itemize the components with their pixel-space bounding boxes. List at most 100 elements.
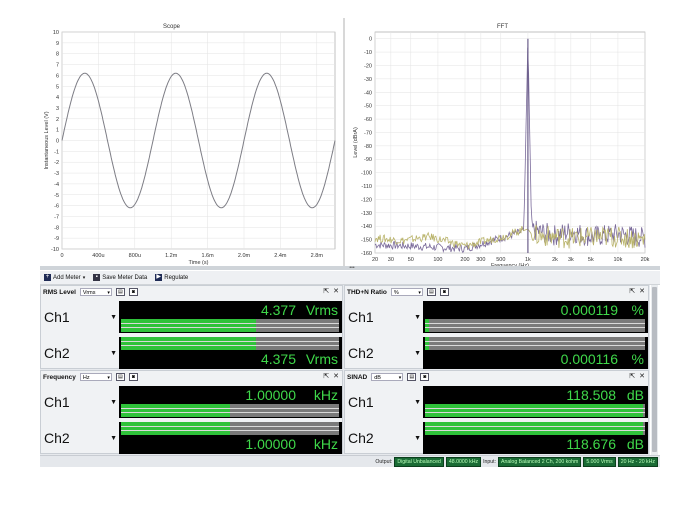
fft-ytick-label: -30 <box>364 77 372 83</box>
scope-ytick-label: 10 <box>53 30 59 36</box>
meter-header: SINAD dB ▤ ◙ ⇱✕ <box>345 371 648 383</box>
meter-settings-icon[interactable]: ◙ <box>420 373 430 381</box>
fft-graph[interactable]: FFT 0 -10 -20 -30 -40 -50 -60 -70 -80 -90 -100 -110… <box>345 18 660 270</box>
meter-options-icon[interactable]: ▤ <box>115 373 125 381</box>
fft-xtick-label: 2k <box>552 257 558 263</box>
meter-settings-icon[interactable]: ◙ <box>128 288 138 296</box>
level-bar <box>425 337 645 350</box>
save-meter-data-button[interactable]: ▪ Save Meter Data <box>91 274 149 281</box>
popout-icon[interactable]: ⇱ <box>629 288 636 295</box>
meter-settings-icon[interactable]: ◙ <box>439 288 449 296</box>
scope-ytick-label: 9 <box>56 41 59 47</box>
scope-xtick-label: 2.0m <box>238 253 251 259</box>
fft-title: FFT <box>497 24 508 30</box>
meter-title: Frequency <box>43 373 76 381</box>
channel-select[interactable]: Ch2 ▼ <box>345 421 423 455</box>
channel-select[interactable]: Ch1 ▼ <box>41 300 119 334</box>
fft-ytick-label: -100 <box>361 171 372 177</box>
meter-unit: dB <box>626 436 644 452</box>
fft-ytick-label: -120 <box>361 197 372 203</box>
fft-yaxis-label: Level (dBrA) <box>353 127 359 158</box>
input-value[interactable]: Analog Balanced 2 Ch, 200 kohm <box>498 456 582 467</box>
readout: 0.000116 % <box>561 351 648 367</box>
regulate-button[interactable]: ▶ Regulate <box>153 274 190 281</box>
fft-ytick-label: -60 <box>364 117 372 123</box>
popout-icon[interactable]: ⇱ <box>323 373 330 380</box>
popout-icon[interactable]: ⇱ <box>323 288 330 295</box>
meter-unit: dB <box>626 387 644 403</box>
fft-ytick-label: -140 <box>361 224 372 230</box>
scope-ytick-label: -6 <box>54 204 59 210</box>
channel-select[interactable]: Ch2 ▼ <box>41 421 119 455</box>
fft-ytick-label: -150 <box>361 238 372 244</box>
meter-display: 1.00000 kHz <box>119 386 342 418</box>
level-bar <box>121 337 339 350</box>
meter-header: Frequency Hz ▤ ◙ ⇱✕ <box>41 371 342 383</box>
unit-select[interactable]: % <box>390 288 423 297</box>
fft-ytick-label: -10 <box>364 50 372 56</box>
close-icon[interactable]: ✕ <box>333 288 339 295</box>
chevron-down-icon: ▼ <box>110 349 117 357</box>
readout: 4.377 Vrms <box>261 302 342 318</box>
scope-ytick-label: 1 <box>56 128 59 134</box>
unit-select[interactable]: Vrms <box>79 288 112 297</box>
output-value[interactable]: Digital Unbalanced <box>394 456 444 467</box>
meter-options-icon[interactable]: ▤ <box>407 373 417 381</box>
panel-splitter[interactable]: ••• <box>40 265 660 271</box>
add-meter-button[interactable]: + Add Meter ▾ <box>42 274 87 281</box>
scope-ytick-label: 8 <box>56 52 59 58</box>
fft-ytick-label: -70 <box>364 130 372 136</box>
output-rate[interactable]: 48.0000 kHz <box>445 456 482 467</box>
channel-select[interactable]: Ch1 ▼ <box>345 300 423 334</box>
level-bar-fill <box>121 404 230 417</box>
bar-stripe <box>425 430 645 431</box>
meter-settings-icon[interactable]: ◙ <box>128 373 138 381</box>
fft-xtick-label: 5k <box>588 257 594 263</box>
meter-unit: Vrms <box>305 302 338 318</box>
bar-stripe <box>425 341 645 342</box>
channel-row: Ch1 ▼ 118.508 dB <box>345 385 650 419</box>
channel-select[interactable]: Ch1 ▼ <box>41 385 119 419</box>
close-icon[interactable]: ✕ <box>333 373 339 380</box>
splitter-grip-icon[interactable]: ••• <box>349 265 355 271</box>
meter-display: 4.375 Vrms <box>119 337 342 369</box>
scrollbar-thumb[interactable] <box>652 287 657 452</box>
channel-select[interactable]: Ch2 ▼ <box>41 336 119 370</box>
level-bar-fill <box>425 404 643 417</box>
scope-ytick-label: -1 <box>54 149 59 155</box>
meter-unit: kHz <box>313 387 338 403</box>
fft-ytick-label: -90 <box>364 157 372 163</box>
thdn-ratio-meter: THD+N Ratio % ▤ ◙ ⇱✕ Ch1 ▼ 0.000119 % <box>344 285 649 369</box>
meter-display: 0.000119 % <box>423 301 648 333</box>
input-bandwidth[interactable]: 20 Hz - 20 kHz <box>617 456 658 467</box>
scope-xtick-label: 0 <box>60 253 63 259</box>
popout-icon[interactable]: ⇱ <box>629 373 636 380</box>
scope-graph[interactable]: Scope 10 9 8 7 6 5 4 3 2 1 0 -1 -2 -3 -4 -5 -6 -7 -8 -9 -10 0… <box>0 18 343 270</box>
close-icon[interactable]: ✕ <box>639 288 645 295</box>
fft-ytick-label: -160 <box>361 251 372 257</box>
unit-select[interactable]: dB <box>371 373 404 382</box>
level-bar-fill <box>425 337 430 350</box>
scope-ytick-label: 7 <box>56 63 59 69</box>
close-icon[interactable]: ✕ <box>639 373 645 380</box>
unit-select[interactable]: Hz <box>79 373 112 382</box>
bar-stripe <box>425 426 645 427</box>
graph-divider[interactable] <box>343 18 345 270</box>
fft-plot[interactable]: 0 -10 -20 -30 -40 -50 -60 -70 -80 -90 -100 -110 -120… <box>345 18 660 270</box>
input-range[interactable]: 5.000 Vrms <box>583 456 616 467</box>
meters-scrollbar[interactable] <box>651 285 658 455</box>
channel-row: Ch2 ▼ 0.000116 % <box>345 336 650 370</box>
chevron-down-icon: ▼ <box>414 398 421 406</box>
meter-header: RMS Level Vrms ▤ ◙ ⇱✕ <box>41 286 342 298</box>
level-bar <box>121 404 339 417</box>
channel-select[interactable]: Ch1 ▼ <box>345 385 423 419</box>
level-bar <box>425 319 645 332</box>
level-bar-fill <box>121 422 230 435</box>
readout: 1.00000 kHz <box>245 436 342 452</box>
play-icon: ▶ <box>155 274 163 281</box>
fft-xtick-label: 1k <box>525 257 531 263</box>
meter-options-icon[interactable]: ▤ <box>426 288 436 296</box>
meter-options-icon[interactable]: ▤ <box>115 288 125 296</box>
channel-select[interactable]: Ch2 ▼ <box>345 336 423 370</box>
